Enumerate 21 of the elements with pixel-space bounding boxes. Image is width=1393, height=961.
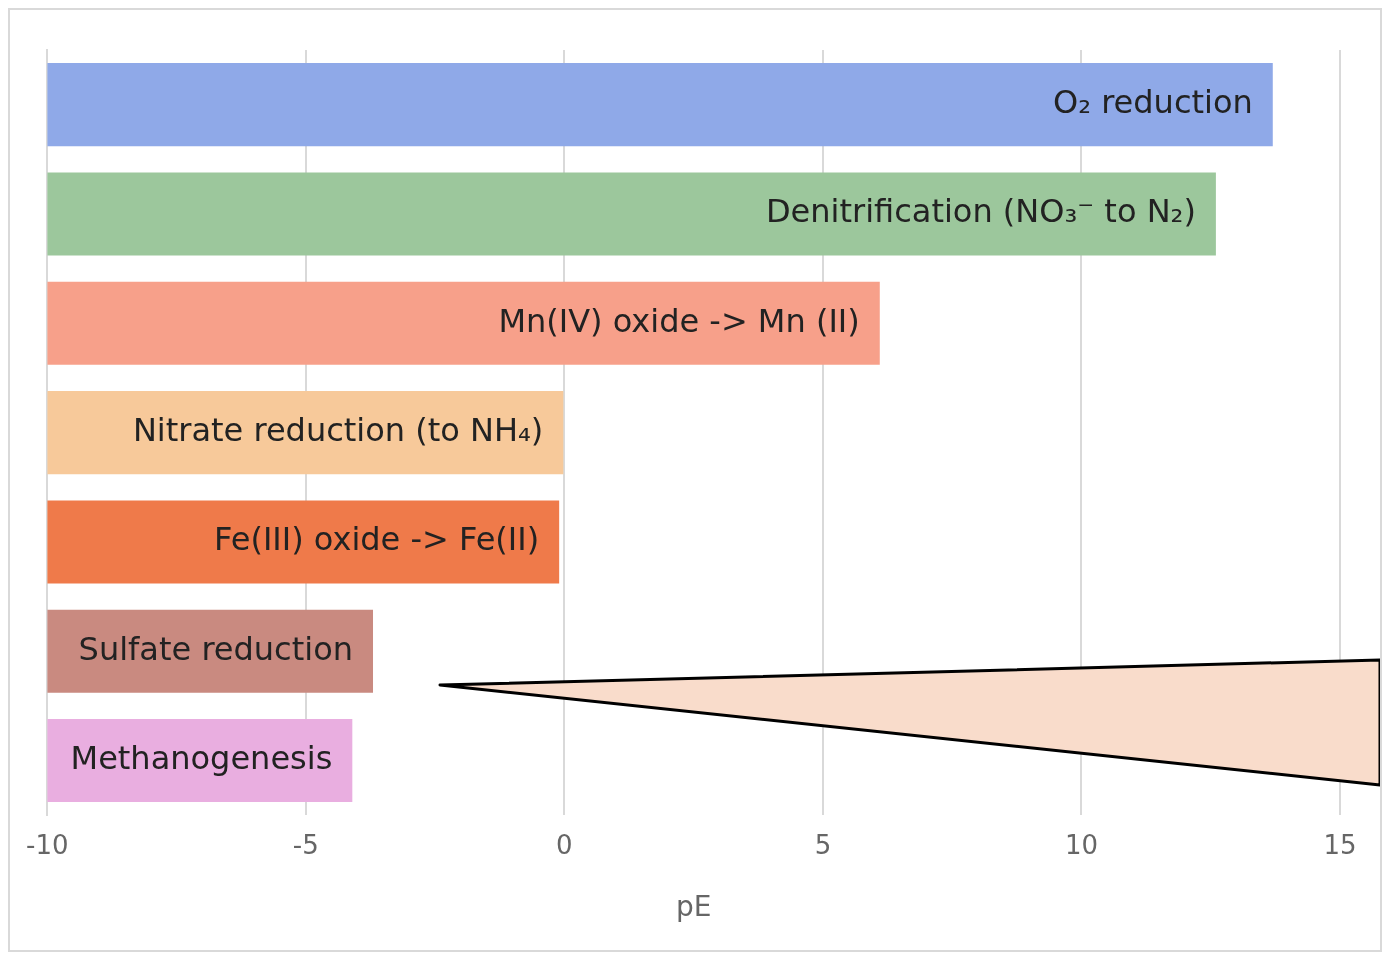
y-tick-label: Methanogenesis — [70, 738, 333, 777]
bar — [47, 391, 564, 475]
bar — [47, 719, 353, 803]
x-tick-label: 15 — [1323, 829, 1357, 860]
y-tick-label: Denitrification (NO₃⁻ to N₂) — [765, 192, 1196, 231]
bar — [47, 172, 1216, 256]
x-tick-label: 10 — [1064, 829, 1098, 860]
y-tick-label: Fe(III) oxide -> Fe(II) — [214, 520, 540, 559]
bar — [47, 609, 374, 693]
y-tick-label: O₂ reduction — [1052, 82, 1253, 121]
bar — [47, 500, 560, 584]
x-tick-label: 0 — [556, 829, 573, 860]
bar — [47, 281, 880, 365]
bar — [47, 63, 1273, 147]
x-tick-label: 5 — [814, 829, 832, 860]
x-tick-label: -10 — [26, 829, 69, 860]
y-tick-label: Sulfate reduction — [78, 629, 354, 668]
x-tick-label: -5 — [292, 829, 319, 860]
x-axis-title: pE — [675, 890, 712, 924]
y-tick-label: Mn(IV) oxide -> Mn (II) — [498, 301, 860, 340]
y-tick-label: Nitrate reduction (to NH₄) — [132, 410, 544, 449]
